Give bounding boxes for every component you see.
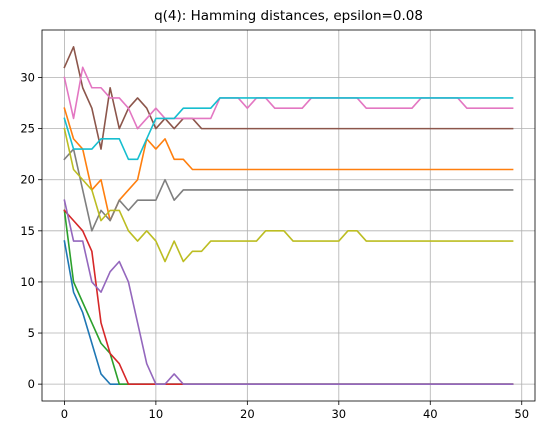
- axis-ticks: 0 10 20 30 40 50 0 5 10 15 20 25 30: [20, 71, 529, 421]
- series-line-5: [64, 200, 512, 384]
- x-tick-label: 0: [61, 407, 68, 421]
- series-line-9: [64, 129, 512, 262]
- y-tick-label: 15: [20, 224, 35, 238]
- y-tick-label: 20: [20, 173, 35, 187]
- y-tick-label: 25: [20, 122, 35, 136]
- x-tick-label: 30: [331, 407, 346, 421]
- x-tick-label: 50: [514, 407, 529, 421]
- plot-area-frame: [42, 30, 535, 401]
- series-line-2: [64, 108, 512, 220]
- y-tick-label: 10: [20, 275, 35, 289]
- y-tick-label: 5: [28, 326, 35, 340]
- series-lines: [64, 47, 512, 384]
- chart-title: q(4): Hamming distances, epsilon=0.08: [154, 8, 423, 24]
- series-line-8: [64, 149, 512, 231]
- x-tick-label: 10: [149, 407, 164, 421]
- x-tick-label: 40: [423, 407, 438, 421]
- x-tick-label: 20: [240, 407, 255, 421]
- series-line-1: [64, 241, 512, 384]
- y-tick-label: 0: [28, 377, 35, 391]
- y-tick-label: 30: [20, 71, 35, 85]
- grid-lines: [42, 30, 535, 401]
